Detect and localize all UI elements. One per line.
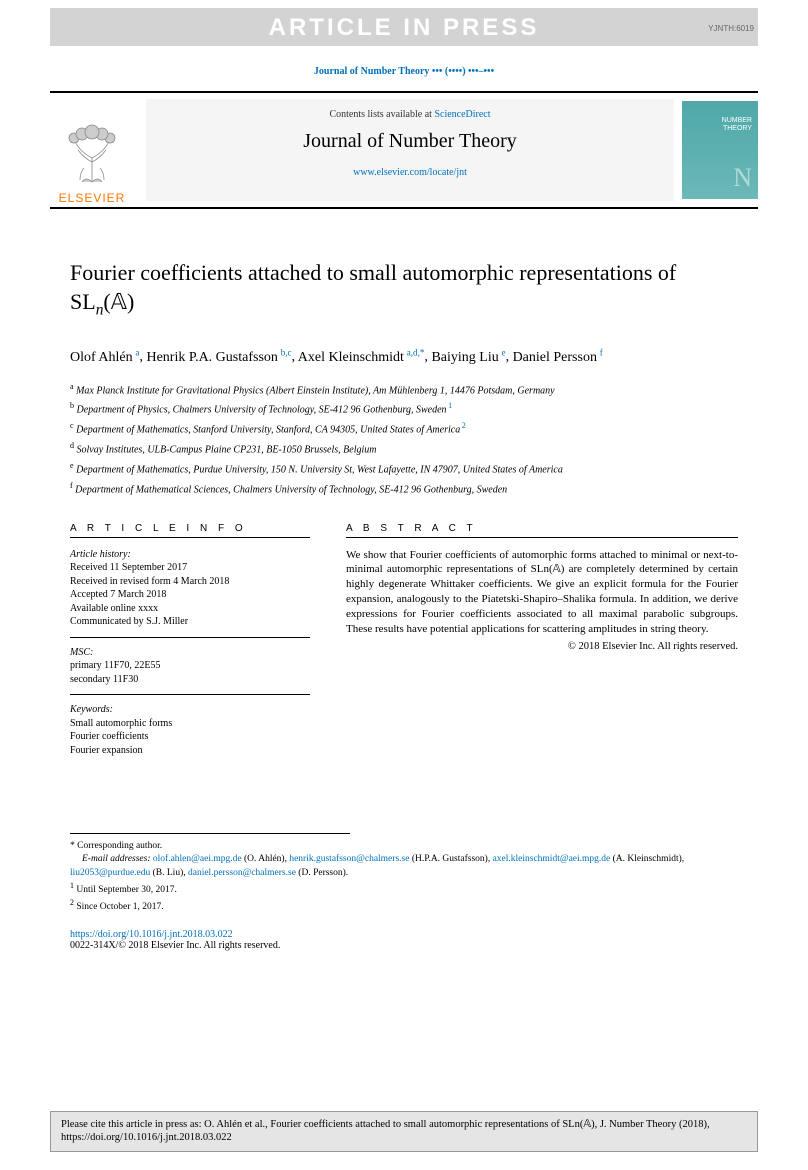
author: Axel Kleinschmidt a,d,* bbox=[298, 350, 425, 365]
author: Baiying Liu e bbox=[431, 350, 505, 365]
cover-title-2: THEORY bbox=[723, 125, 752, 132]
history-accepted: Accepted 7 March 2018 bbox=[70, 589, 166, 600]
email-link[interactable]: liu2053@purdue.edu bbox=[70, 868, 150, 878]
keywords-label: Keywords: bbox=[70, 704, 113, 715]
abstract-text: We show that Fourier coefficients of aut… bbox=[346, 548, 738, 637]
affiliation: f Department of Mathematical Sciences, C… bbox=[70, 481, 738, 497]
history-online: Available online xxxx bbox=[70, 603, 158, 614]
elsevier-tree-icon bbox=[57, 119, 127, 189]
author: Henrik P.A. Gustafsson b,c bbox=[146, 350, 291, 365]
email-link[interactable]: olof.ahlen@aei.mpg.de bbox=[153, 854, 242, 864]
affiliation: c Department of Mathematics, Stanford Un… bbox=[70, 421, 738, 437]
corresponding-author-note: * Corresponding author. bbox=[70, 840, 738, 853]
msc-primary: primary 11F70, 22E55 bbox=[70, 660, 160, 671]
affiliation: a Max Planck Institute for Gravitational… bbox=[70, 382, 738, 398]
cover-title-1: NUMBER bbox=[722, 117, 752, 124]
journal-name: Journal of Number Theory bbox=[156, 130, 664, 153]
journal-header-box: ELSEVIER Contents lists available at Sci… bbox=[50, 91, 758, 209]
footnote-1: 1 Until September 30, 2017. bbox=[70, 880, 738, 897]
affiliation: d Solvay Institutes, ULB-Campus Plaine C… bbox=[70, 441, 738, 457]
article-info-heading: A R T I C L E I N F O bbox=[70, 523, 310, 538]
cover-letter-icon: N bbox=[733, 163, 752, 193]
footnote-2: 2 Since October 1, 2017. bbox=[70, 897, 738, 914]
keyword-2: Fourier coefficients bbox=[70, 731, 148, 742]
msc-label: MSC: bbox=[70, 647, 93, 658]
journal-issue-line: Journal of Number Theory ••• (••••) •••–… bbox=[0, 66, 808, 77]
history-received: Received 11 September 2017 bbox=[70, 562, 187, 573]
email-link[interactable]: daniel.persson@chalmers.se bbox=[188, 868, 296, 878]
article-history-block: Article history: Received 11 September 2… bbox=[70, 548, 310, 638]
msc-block: MSC: primary 11F70, 22E55 secondary 11F3… bbox=[70, 646, 310, 696]
author: Daniel Persson f bbox=[513, 350, 603, 365]
email-addresses-line: E-mail addresses: olof.ahlen@aei.mpg.de … bbox=[70, 853, 738, 880]
doi-link[interactable]: https://doi.org/10.1016/j.jnt.2018.03.02… bbox=[70, 929, 738, 940]
contents-prefix: Contents lists available at bbox=[329, 109, 434, 120]
author: Olof Ahlén a bbox=[70, 350, 139, 365]
footnotes-rule bbox=[70, 833, 350, 840]
rights-line: 0022-314X/© 2018 Elsevier Inc. All right… bbox=[70, 940, 738, 951]
affiliation: e Department of Mathematics, Purdue Univ… bbox=[70, 461, 738, 477]
history-label: Article history: bbox=[70, 549, 131, 560]
sciencedirect-link[interactable]: ScienceDirect bbox=[434, 109, 490, 120]
keyword-1: Small automorphic forms bbox=[70, 718, 172, 729]
msc-secondary: secondary 11F30 bbox=[70, 674, 138, 685]
journal-cover-thumbnail: NUMBERTHEORY N bbox=[680, 99, 758, 201]
footnotes-block: * Corresponding author. E-mail addresses… bbox=[70, 840, 738, 915]
contents-available-line: Contents lists available at ScienceDirec… bbox=[156, 109, 664, 120]
history-communicated: Communicated by S.J. Miller bbox=[70, 616, 188, 627]
article-in-press-banner: ARTICLE IN PRESS bbox=[50, 8, 758, 46]
history-revised: Received in revised form 4 March 2018 bbox=[70, 576, 229, 587]
email-link[interactable]: axel.kleinschmidt@aei.mpg.de bbox=[493, 854, 611, 864]
header-center: Contents lists available at ScienceDirec… bbox=[146, 99, 674, 201]
affiliation: b Department of Physics, Chalmers Univer… bbox=[70, 401, 738, 417]
journal-locate-link[interactable]: www.elsevier.com/locate/jnt bbox=[156, 167, 664, 178]
keywords-block: Keywords: Small automorphic forms Fourie… bbox=[70, 703, 310, 765]
manuscript-id: YJNTH:6019 bbox=[708, 24, 754, 33]
author-list: Olof Ahlén a, Henrik P.A. Gustafsson b,c… bbox=[70, 346, 738, 368]
elsevier-logo-block: ELSEVIER bbox=[50, 93, 140, 207]
keyword-3: Fourier expansion bbox=[70, 745, 143, 756]
abstract-copyright: © 2018 Elsevier Inc. All rights reserved… bbox=[346, 641, 738, 652]
elsevier-wordmark: ELSEVIER bbox=[59, 191, 126, 205]
abstract-heading: A B S T R A C T bbox=[346, 523, 738, 538]
article-title: Fourier coefficients attached to small a… bbox=[70, 259, 738, 320]
cite-this-article-box: Please cite this article in press as: O.… bbox=[50, 1111, 758, 1152]
email-link[interactable]: henrik.gustafsson@chalmers.se bbox=[289, 854, 409, 864]
